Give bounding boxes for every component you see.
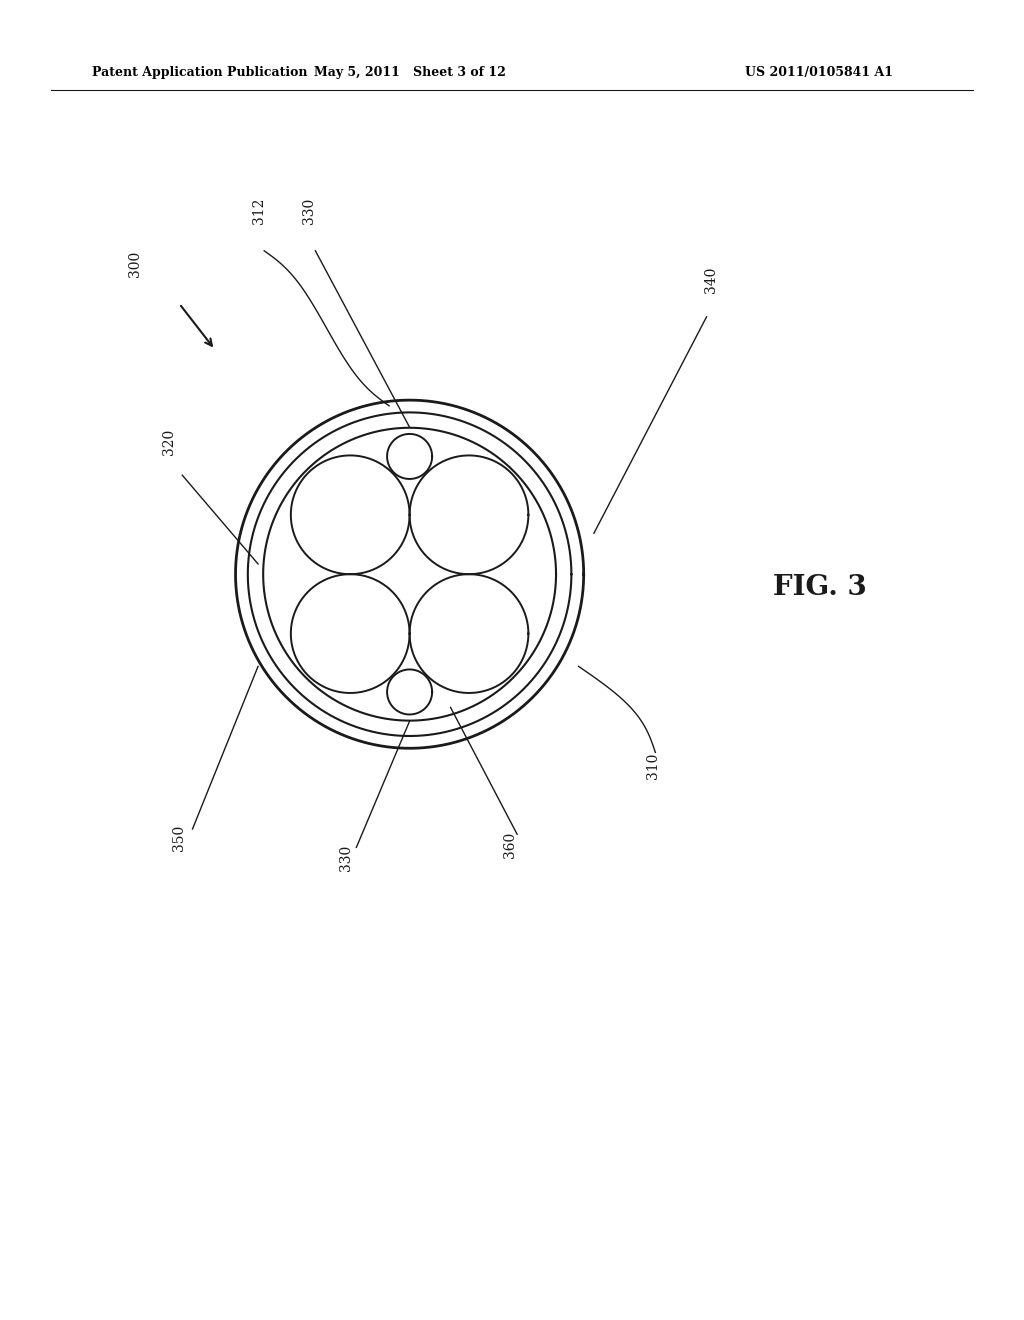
Text: 330: 330 bbox=[302, 198, 316, 224]
Text: 330: 330 bbox=[339, 845, 353, 871]
Text: Patent Application Publication: Patent Application Publication bbox=[92, 66, 307, 79]
Text: 360: 360 bbox=[503, 832, 517, 858]
Text: 312: 312 bbox=[252, 198, 266, 224]
Text: 310: 310 bbox=[646, 752, 660, 779]
Text: FIG. 3: FIG. 3 bbox=[773, 574, 867, 601]
Text: 350: 350 bbox=[172, 825, 186, 851]
Text: 320: 320 bbox=[162, 429, 176, 455]
Text: 300: 300 bbox=[128, 251, 142, 277]
Text: May 5, 2011   Sheet 3 of 12: May 5, 2011 Sheet 3 of 12 bbox=[313, 66, 506, 79]
Text: US 2011/0105841 A1: US 2011/0105841 A1 bbox=[745, 66, 893, 79]
Text: 340: 340 bbox=[703, 267, 718, 293]
